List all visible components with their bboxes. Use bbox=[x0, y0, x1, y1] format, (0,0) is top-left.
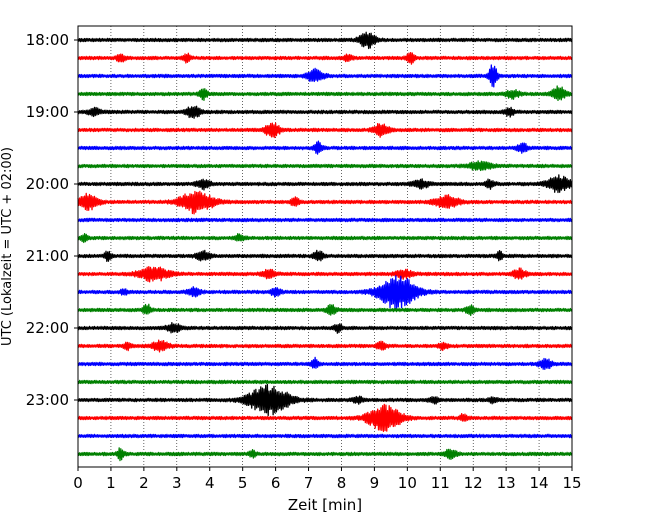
trace-line bbox=[77, 275, 573, 310]
x-tick-label: 3 bbox=[172, 474, 182, 492]
trace-line bbox=[77, 447, 573, 462]
trace-line bbox=[77, 303, 573, 317]
x-tick-label: 7 bbox=[304, 474, 314, 492]
x-tick-label: 2 bbox=[139, 474, 149, 492]
y-axis: 18:00 19:00 20:00 21:00 22:00 23:00 bbox=[26, 31, 78, 409]
x-tick-label: 4 bbox=[205, 474, 215, 492]
trace-line bbox=[77, 379, 573, 385]
x-axis-label: Zeit [min] bbox=[288, 496, 362, 514]
x-tick-label: 12 bbox=[464, 474, 483, 492]
trace-line bbox=[77, 403, 573, 433]
y-axis-label: UTC (Lokalzeit = UTC + 02:00) bbox=[0, 147, 15, 346]
trace-line bbox=[77, 433, 573, 439]
trace-line bbox=[77, 339, 573, 353]
trace-line bbox=[77, 217, 573, 223]
trace-line bbox=[77, 140, 573, 155]
y-tick-label: 20:00 bbox=[26, 175, 69, 193]
x-tick-label: 9 bbox=[370, 474, 380, 492]
x-tick-label: 5 bbox=[238, 474, 248, 492]
x-tick-label: 13 bbox=[497, 474, 516, 492]
x-tick-label: 14 bbox=[530, 474, 549, 492]
x-tick-label: 11 bbox=[431, 474, 450, 492]
y-tick-label: 21:00 bbox=[26, 247, 69, 265]
plot-frame bbox=[77, 25, 573, 468]
trace-line bbox=[77, 31, 573, 50]
trace-line bbox=[77, 51, 573, 65]
trace-line bbox=[77, 174, 573, 194]
y-tick-label: 22:00 bbox=[26, 319, 69, 337]
trace-line bbox=[77, 122, 573, 139]
x-tick-label: 6 bbox=[271, 474, 281, 492]
x-tick-label: 0 bbox=[73, 474, 83, 492]
trace-line bbox=[77, 160, 573, 172]
trace-line bbox=[77, 105, 573, 119]
seismogram-traces bbox=[77, 31, 573, 462]
y-tick-label: 19:00 bbox=[26, 103, 69, 121]
trace-line bbox=[77, 356, 573, 370]
trace-line bbox=[77, 383, 573, 417]
x-axis: 0 1 2 3 4 5 6 7 8 9 10 11 12 13 14 15 bbox=[73, 467, 582, 492]
x-tick-label: 10 bbox=[398, 474, 417, 492]
trace-line bbox=[77, 64, 573, 88]
x-tick-label: 1 bbox=[106, 474, 116, 492]
trace-line bbox=[77, 249, 573, 263]
y-tick-label: 18:00 bbox=[26, 31, 69, 49]
trace-line bbox=[77, 321, 573, 334]
trace-line bbox=[77, 233, 573, 244]
y-tick-label: 23:00 bbox=[26, 391, 69, 409]
x-tick-label: 15 bbox=[562, 474, 581, 492]
trace-line bbox=[77, 190, 573, 215]
trace-line bbox=[77, 85, 573, 102]
trace-line bbox=[77, 266, 573, 283]
x-tick-label: 8 bbox=[337, 474, 347, 492]
